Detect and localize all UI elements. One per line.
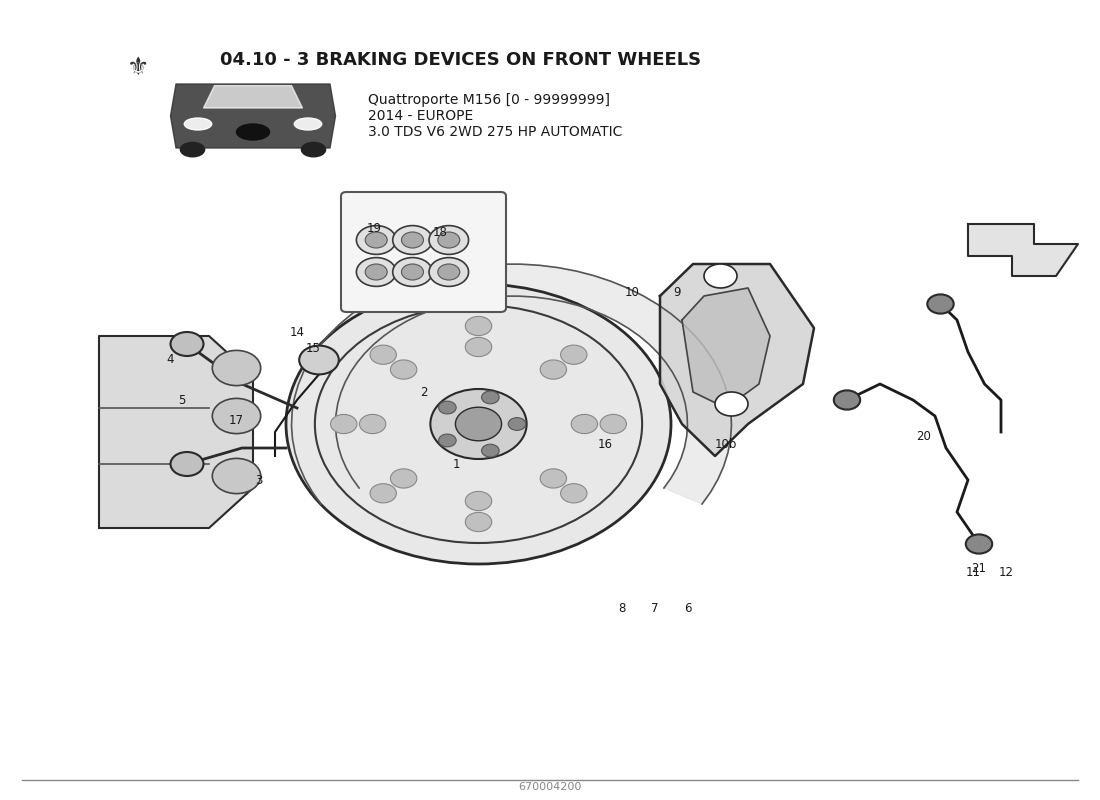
Circle shape — [356, 226, 396, 254]
Text: 15: 15 — [306, 342, 321, 354]
Text: 6: 6 — [684, 602, 691, 614]
Circle shape — [704, 264, 737, 288]
Polygon shape — [99, 336, 253, 528]
Circle shape — [465, 317, 492, 336]
Circle shape — [715, 392, 748, 416]
Circle shape — [330, 414, 356, 434]
Circle shape — [966, 534, 992, 554]
Circle shape — [356, 258, 396, 286]
Text: 9: 9 — [673, 286, 680, 298]
Text: 2: 2 — [420, 386, 427, 398]
FancyBboxPatch shape — [341, 192, 506, 312]
Text: 20: 20 — [916, 430, 932, 442]
Circle shape — [365, 264, 387, 280]
Circle shape — [927, 294, 954, 314]
Circle shape — [439, 401, 456, 414]
Circle shape — [561, 484, 587, 503]
Circle shape — [482, 444, 499, 457]
Circle shape — [439, 434, 456, 447]
Text: 1: 1 — [453, 458, 460, 470]
Circle shape — [390, 360, 417, 379]
Circle shape — [365, 232, 387, 248]
Text: 17: 17 — [229, 414, 244, 426]
Text: ⚜: ⚜ — [126, 56, 148, 80]
Circle shape — [170, 452, 204, 476]
Circle shape — [212, 458, 261, 494]
Circle shape — [393, 226, 432, 254]
Text: 3.0 TDS V6 2WD 275 HP AUTOMATIC: 3.0 TDS V6 2WD 275 HP AUTOMATIC — [368, 125, 623, 139]
Circle shape — [429, 226, 469, 254]
Text: 7: 7 — [651, 602, 658, 614]
Circle shape — [299, 346, 339, 374]
Circle shape — [286, 284, 671, 564]
Polygon shape — [170, 84, 336, 148]
Text: 14: 14 — [289, 326, 305, 338]
Circle shape — [212, 350, 261, 386]
Circle shape — [561, 345, 587, 364]
Circle shape — [540, 360, 566, 379]
Text: 21: 21 — [971, 562, 987, 574]
Text: 18: 18 — [432, 226, 448, 238]
Circle shape — [455, 407, 502, 441]
Circle shape — [571, 414, 597, 434]
Circle shape — [390, 469, 417, 488]
Circle shape — [465, 338, 492, 357]
Circle shape — [429, 258, 469, 286]
Text: Quattroporte M156 [0 - 99999999]: Quattroporte M156 [0 - 99999999] — [368, 93, 610, 107]
Polygon shape — [968, 224, 1078, 276]
Text: 2014 - EUROPE: 2014 - EUROPE — [368, 109, 474, 123]
Circle shape — [540, 469, 566, 488]
Circle shape — [430, 389, 527, 459]
Circle shape — [601, 414, 627, 434]
Text: 10b: 10b — [715, 438, 737, 450]
Circle shape — [170, 332, 204, 356]
Text: 3: 3 — [255, 474, 262, 486]
Text: 670004200: 670004200 — [518, 782, 582, 792]
Polygon shape — [292, 264, 732, 504]
Circle shape — [508, 418, 526, 430]
Ellipse shape — [185, 118, 211, 130]
Circle shape — [465, 491, 492, 510]
Circle shape — [393, 258, 432, 286]
Text: 19: 19 — [366, 222, 382, 234]
Text: 5: 5 — [178, 394, 185, 406]
Text: 8: 8 — [618, 602, 625, 614]
Ellipse shape — [236, 124, 270, 140]
Text: 4: 4 — [167, 354, 174, 366]
Circle shape — [402, 264, 424, 280]
Text: 11: 11 — [966, 566, 981, 578]
Circle shape — [402, 232, 424, 248]
Circle shape — [438, 232, 460, 248]
Polygon shape — [660, 264, 814, 456]
Polygon shape — [204, 86, 302, 108]
Circle shape — [370, 484, 396, 503]
Circle shape — [482, 391, 499, 404]
Text: 04.10 - 3 BRAKING DEVICES ON FRONT WHEELS: 04.10 - 3 BRAKING DEVICES ON FRONT WHEEL… — [220, 51, 701, 69]
Ellipse shape — [301, 142, 326, 157]
Text: 16: 16 — [597, 438, 613, 450]
Circle shape — [465, 512, 492, 532]
Circle shape — [360, 414, 386, 434]
Text: 10: 10 — [625, 286, 640, 298]
Ellipse shape — [295, 118, 322, 130]
Text: 12: 12 — [999, 566, 1014, 578]
Circle shape — [438, 264, 460, 280]
Circle shape — [370, 345, 396, 364]
Circle shape — [212, 398, 261, 434]
Polygon shape — [682, 288, 770, 408]
Circle shape — [834, 390, 860, 410]
Ellipse shape — [180, 142, 205, 157]
